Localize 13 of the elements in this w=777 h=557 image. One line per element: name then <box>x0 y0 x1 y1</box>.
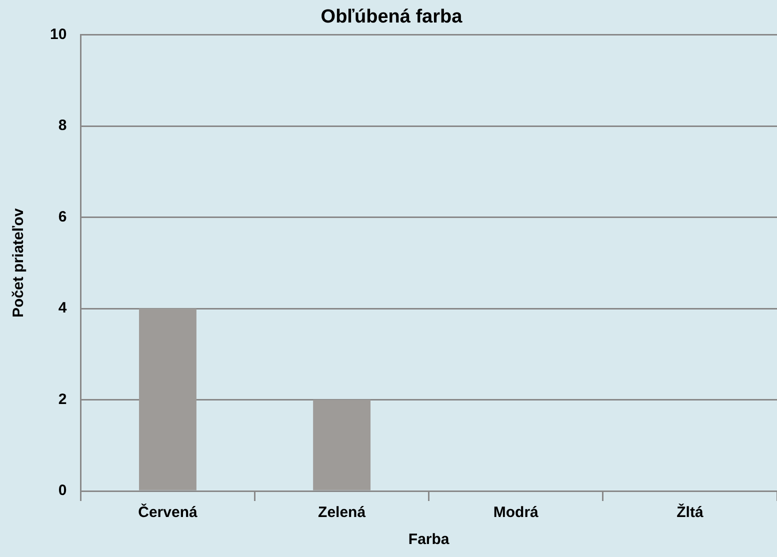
y-tick-label: 4 <box>58 300 68 317</box>
x-axis-title: Farba <box>408 531 450 548</box>
x-tick-label: Žltá <box>676 503 704 522</box>
x-tick-label: Modrá <box>493 504 540 522</box>
y-tick-label: 0 <box>58 482 67 500</box>
x-tick-label: Červená <box>138 503 198 522</box>
x-tick-label: Zelená <box>318 504 366 522</box>
y-tick-label: 2 <box>58 390 67 408</box>
chart-title: Obľúbená farba <box>320 6 463 28</box>
y-axis-title: Počet priateľov <box>10 208 28 318</box>
y-tick-label: 8 <box>58 117 67 134</box>
y-tick-label: 10 <box>50 26 67 43</box>
y-tick-label: 6 <box>58 208 67 226</box>
